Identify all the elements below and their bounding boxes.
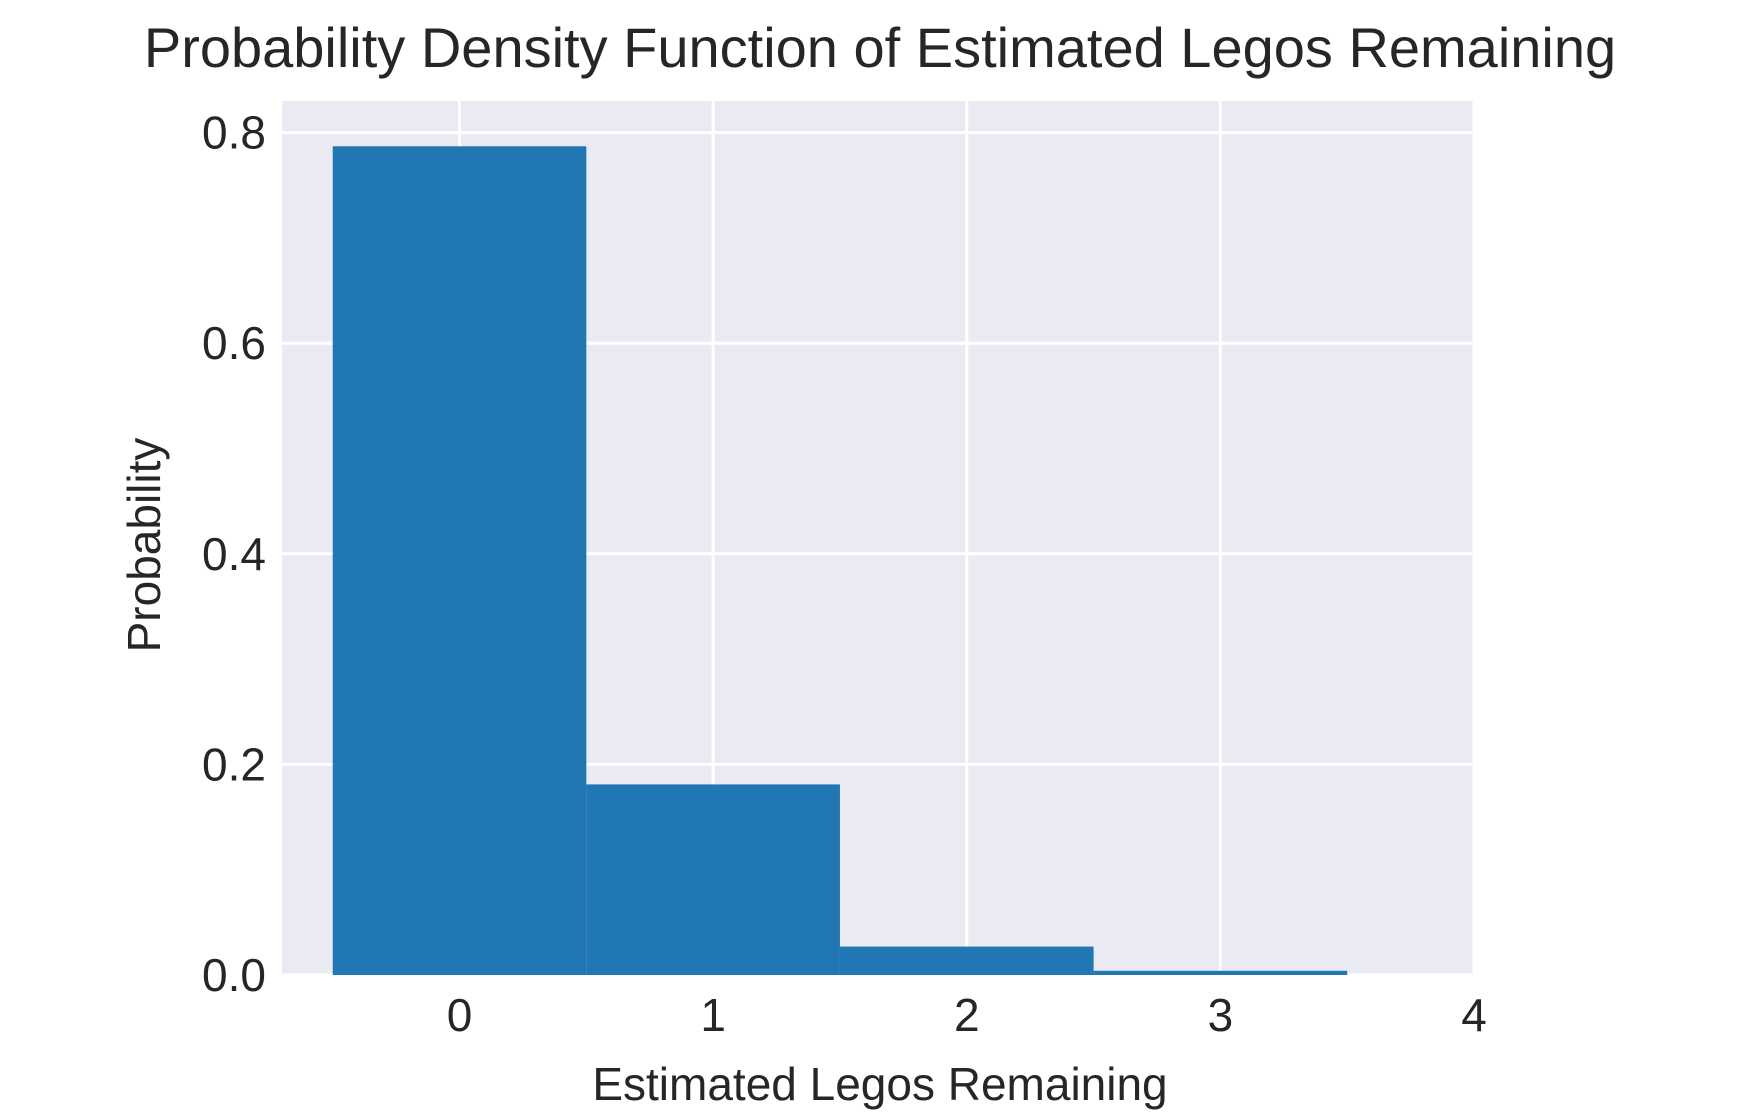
y-tick-label-0.0: 0.0 [202, 949, 266, 1001]
y-axis-label: Probability [118, 438, 170, 653]
bar-0 [332, 146, 587, 975]
y-tick-label-0.8: 0.8 [202, 107, 266, 159]
x-tick-label-0: 0 [447, 989, 473, 1041]
y-axis-ticks: 0.0 0.2 0.4 0.6 0.8 [202, 107, 266, 1001]
x-tick-label-3: 3 [1208, 989, 1234, 1041]
bar-3 [1093, 970, 1348, 975]
x-axis-ticks: 0 1 2 3 4 [447, 989, 1487, 1041]
y-tick-label-0.6: 0.6 [202, 317, 266, 369]
y-tick-label-0.2: 0.2 [202, 738, 266, 790]
plot-area [282, 101, 1476, 977]
y-tick-label-0.4: 0.4 [202, 528, 266, 580]
bar-2 [839, 946, 1094, 975]
x-tick-label-4: 4 [1461, 989, 1487, 1041]
x-tick-label-2: 2 [954, 989, 980, 1041]
x-tick-label-1: 1 [700, 989, 726, 1041]
bars [332, 146, 1348, 975]
bar-1 [586, 784, 840, 975]
x-axis-label: Estimated Legos Remaining [592, 1058, 1167, 1110]
chart-title: Probability Density Function of Estimate… [144, 16, 1616, 79]
